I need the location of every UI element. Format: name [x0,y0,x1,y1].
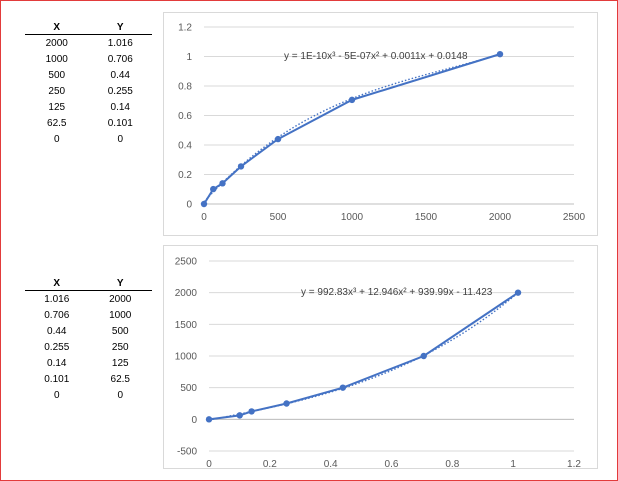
cell-y: 500 [111,325,129,337]
x-tick-label: 500 [270,212,287,223]
table-row: 500 0.44 [25,67,152,83]
cell-x: 500 [48,69,66,81]
cell-x: 0.101 [44,373,70,385]
x-tick-label: 0.2 [263,459,277,468]
data-point [496,50,504,58]
cell-y: 0 [117,389,124,401]
chart-2-svg: -500 0 500 1000 1500 2000 2500 0 0.2 0.4 0.6 0.8 1 1.… [175,257,582,469]
y-tick-label: 0.6 [178,111,192,122]
cell-y: 0 [117,133,124,145]
x-tick-label: 0.4 [324,459,338,468]
y-tick-label: 1500 [175,320,198,331]
cell-x: 1000 [45,53,68,65]
cell-x: 62.5 [47,117,67,129]
y-tick-label: 0.4 [178,141,192,152]
trendline-equation: y = 992.83x³ + 12.946x² + 939.99x - 11.4… [301,287,493,298]
data-point [514,289,522,296]
table-row: 1000 0.706 [25,51,152,67]
x-tick-label: 0 [201,212,207,223]
x-tick-label: 2500 [563,212,586,223]
column-header-y: Y [88,22,152,35]
column-header-x: X [25,278,89,291]
chart-1: 0 0.2 0.4 0.6 0.8 1 1.2 0 500 1000 1500 2000 2500 y =… [163,12,598,236]
table-row: 0.44 500 [25,323,152,339]
table-row: 0.255 250 [25,339,152,355]
y-tick-label: 0.8 [178,82,192,93]
y-tick-label: 2500 [175,257,198,268]
y-tick-label: 2000 [175,288,198,299]
cell-x: 125 [48,101,66,113]
chart-2: -500 0 500 1000 1500 2000 2500 0 0.2 0.4 0.6 0.8 1 1.… [163,245,598,469]
data-point [274,135,282,143]
y-tick-label: 1.2 [178,23,192,34]
trendline [203,53,501,203]
y-tick-label: 0 [186,200,192,211]
cell-y: 0.706 [107,53,133,65]
data-point [200,200,208,208]
y-tick-label: 0.2 [178,170,192,181]
cell-x: 2000 [45,37,68,49]
chart-1-svg: 0 0.2 0.4 0.6 0.8 1 1.2 0 500 1000 1500 2000 2500 y =… [178,23,586,224]
cell-x: 0.14 [47,357,67,369]
data-point [348,96,356,104]
x-tick-label: 1.2 [567,459,581,468]
data-point [339,384,347,391]
data-point [237,163,245,170]
table-row: 0.706 1000 [25,307,152,323]
data-table-2: X Y 1.016 2000 0.706 1000 0.44 500 0.255 250… [25,278,152,403]
cell-x: 0.255 [44,341,70,353]
x-tick-label: 0.8 [445,459,459,468]
trendline-equation: y = 1E-10x³ - 5E-07x² + 0.0011x + 0.0148 [284,51,468,62]
cell-y: 125 [111,357,129,369]
y-tick-label: 0 [191,415,197,426]
cell-y: 0.14 [110,101,130,113]
cell-y: 1.016 [107,37,133,49]
cell-x: 0 [53,133,60,145]
table-row: 1.016 2000 [25,291,152,308]
y-tick-label: 500 [180,383,197,394]
data-point [210,185,217,193]
table-row: 0.14 125 [25,355,152,371]
table-row: 250 0.255 [25,83,152,99]
x-tick-label: 0.6 [385,459,399,468]
cell-x: 1.016 [44,293,70,305]
cell-y: 62.5 [110,373,130,385]
x-tick-label: 1500 [415,212,438,223]
cell-y: 2000 [109,293,132,305]
y-tick-label: 1 [186,52,192,63]
cell-x: 0.706 [44,309,70,321]
y-tick-label: 1000 [175,352,198,363]
cell-y: 1000 [109,309,132,321]
cell-y: 0.44 [110,69,130,81]
data-point [248,408,255,415]
cell-y: 0.101 [107,117,133,129]
x-tick-label: 2000 [489,212,512,223]
data-point [283,400,290,407]
x-tick-label: 1 [510,459,516,468]
cell-y: 250 [111,341,129,353]
data-point [205,416,213,423]
x-tick-label: 1000 [341,212,364,223]
y-tick-label: -500 [177,447,197,458]
column-header-y: Y [88,278,152,291]
table-row: 125 0.14 [25,99,152,115]
cell-x: 250 [48,85,66,97]
table-row: 0.101 62.5 [25,371,152,387]
cell-y: 0.255 [107,85,133,97]
data-point [219,180,226,187]
data-point [420,352,427,360]
table-row: 2000 1.016 [25,35,152,52]
x-tick-label: 0 [206,459,212,468]
table-row: 62.5 0.101 [25,115,152,131]
column-header-x: X [25,22,89,35]
series-line [203,53,501,205]
data-table-1: X Y 2000 1.016 1000 0.706 500 0.44 250 0.255… [25,22,152,147]
cell-x: 0.44 [47,325,67,337]
cell-x: 0 [53,389,60,401]
data-point [236,412,243,419]
